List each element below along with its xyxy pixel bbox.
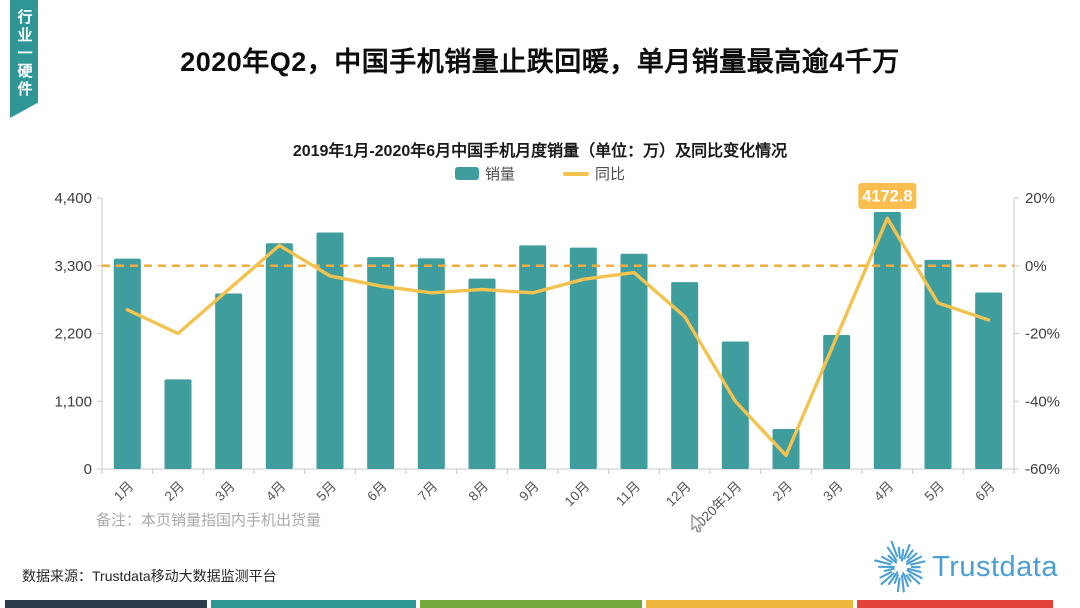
sun-ray [906,569,923,580]
sun-ray [890,540,899,558]
sales-bar-10 [620,253,648,469]
chart-title: 2019年1月-2020年6月中国手机月度销量（单位：万）及同比变化情况 [292,143,788,160]
sales-yoy-chart: 0 1,100 2,200 3,300 4,400 -60% -40% -20% 0% 20% 1月… [54,182,1060,535]
y-left-tick-label: 4,400 [54,190,92,207]
x-label-13: 2月 [770,479,795,504]
x-label-9: 10月 [562,479,593,510]
y-right-tick-label: -20% [1025,326,1060,343]
sun-ray [900,548,905,562]
sun-ray [900,574,905,593]
footer-color-strip [5,600,1053,608]
x-label-10: 11月 [613,479,643,509]
sales-bar-14 [823,335,851,469]
sales-bar-15 [873,211,901,469]
yoy-line [125,216,991,458]
strip-segment-2 [420,600,642,608]
chart-legend: 销量 同比 [0,163,1080,184]
strip-segment-3 [646,600,853,608]
sun-ray [906,552,918,563]
x-label-0: 1月 [111,479,136,504]
sun-ray [905,574,912,583]
sun-ray [887,554,898,564]
sun-ray [908,573,921,585]
sun-ray [880,572,895,585]
sales-bar-3 [265,243,293,469]
x-label-8: 9月 [516,479,541,504]
sun-ray [883,567,895,572]
legend-item-yoy: 同比 [563,163,625,184]
peak-value-label: 4172.8 [862,187,912,205]
y-right-tick-label: -40% [1025,393,1060,410]
x-label-5: 6月 [364,479,389,504]
x-label-3: 4月 [263,479,288,504]
y-right-tick-label: -60% [1025,461,1060,478]
peak-value-badge [858,182,917,209]
sales-bar-9 [569,247,597,469]
y-left-tick-label: 3,300 [54,258,92,275]
x-label-17: 6月 [972,479,997,504]
sun-ray [886,546,898,562]
sun-ray [907,567,922,574]
sun-ray [893,574,899,584]
y-left-tick-label: 1,100 [54,393,92,410]
sales-bar-17 [975,292,1003,469]
sun-ray [896,577,901,593]
sales-bar-1 [164,379,192,469]
sun-burst-icon [874,540,926,593]
sales-bar-7 [468,278,496,469]
strip-segment-1 [211,600,416,608]
strip-segment-0 [5,600,207,608]
y-right-tick-label: 20% [1025,190,1055,207]
legend-yoy-marker [563,171,589,176]
trustdata-logo: Trustdata [873,538,1058,596]
trustdata-logo-text: Trustdata [932,550,1058,583]
sun-ray [897,546,902,560]
footnote: 备注：本页销量指国内手机出货量 [96,512,322,529]
mouse-cursor [691,514,704,533]
sun-ray [909,560,926,566]
industry-hardware-ribbon: 行业一硬件 [10,0,38,118]
x-label-16: 5月 [922,479,947,504]
legend-yoy-label: 同比 [595,166,626,183]
sales-bar-5 [367,257,395,469]
page-title: 2020年Q2，中国手机销量止跌回暖，单月销量最高逾4千万 [180,47,900,77]
legend-sales-label: 销量 [484,166,515,183]
sales-bar-2 [215,293,243,469]
sun-ray [888,571,899,586]
sun-ray [905,555,923,565]
sun-ray [903,543,911,560]
legend-sales-marker [454,167,479,180]
sales-bar-4 [316,232,344,469]
sun-ray [881,555,894,564]
sales-bar-0 [113,258,141,469]
x-label-14: 3月 [820,479,845,504]
sun-ray [874,559,892,566]
data-source: 数据来源：Trustdata移动大数据监测平台 [22,568,277,584]
sales-bar-8 [519,245,547,469]
x-label-2: 3月 [212,479,237,504]
sun-ray [902,572,910,588]
x-label-1: 2月 [162,479,187,504]
sun-ray [906,549,914,559]
x-label-11: 12月 [663,479,694,510]
y-right-tick-label: 0% [1025,258,1047,275]
y-left-tick-label: 0 [84,461,92,478]
x-label-6: 7月 [415,479,440,504]
y-left-tick-label: 2,200 [54,326,92,343]
sales-bar-16 [924,259,952,469]
x-label-4: 5月 [314,479,339,504]
legend-item-sales: 销量 [454,163,515,184]
strip-segment-4 [857,600,1053,608]
sales-bar-6 [417,258,445,469]
x-label-7: 8月 [466,479,491,504]
x-label-15: 4月 [871,479,896,504]
sales-bar-12 [721,341,749,469]
sun-ray [879,571,893,579]
ribbon-label: 行业一硬件 [15,9,33,99]
